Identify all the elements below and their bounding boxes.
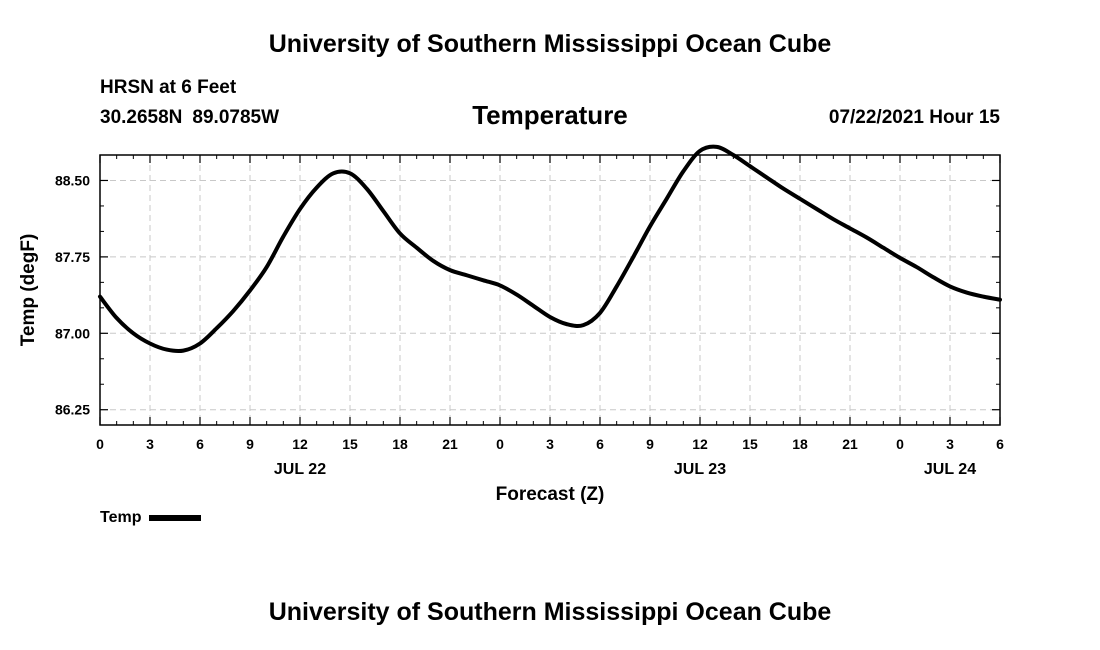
- x-tick-label: 0: [896, 436, 904, 452]
- x-tick-label: 12: [692, 436, 708, 452]
- station-coordinates: 30.2658N 89.0785W: [100, 107, 279, 129]
- x-tick-label: 18: [792, 436, 808, 452]
- x-tick-label: 6: [996, 436, 1004, 452]
- x-tick-label: 21: [442, 436, 458, 452]
- x-tick-label: 3: [946, 436, 954, 452]
- x-axis-label: Forecast (Z): [496, 484, 605, 505]
- x-tick-label: 3: [146, 436, 154, 452]
- y-tick-label: 88.50: [55, 172, 90, 188]
- chart-legend: Temp: [100, 509, 202, 527]
- date-label: JUL 22: [274, 461, 326, 478]
- date-label: JUL 24: [924, 461, 976, 478]
- x-tick-label: 21: [842, 436, 858, 452]
- x-tick-label: 0: [96, 436, 104, 452]
- variable-title: Temperature: [472, 100, 628, 130]
- legend-label: Temp: [100, 509, 142, 526]
- x-tick-label: 15: [742, 436, 758, 452]
- x-tick-label: 9: [246, 436, 254, 452]
- x-tick-label: 9: [646, 436, 654, 452]
- x-tick-label: 0: [496, 436, 504, 452]
- x-tick-label: 6: [596, 436, 604, 452]
- station-label: HRSN at 6 Feet: [100, 77, 237, 98]
- y-axis-label: Temp (degF): [18, 234, 39, 347]
- y-tick-label: 87.75: [55, 249, 90, 265]
- y-tick-label: 86.25: [55, 402, 90, 418]
- latitude-label: 30.2658N: [100, 107, 183, 128]
- x-tick-label: 3: [546, 436, 554, 452]
- chart-main-title: University of Southern Mississippi Ocean…: [268, 30, 832, 58]
- legend-line-swatch: [149, 515, 202, 521]
- longitude-label: 89.0785W: [192, 107, 280, 128]
- grid-layer: [100, 155, 1000, 425]
- x-tick-label: 15: [342, 436, 358, 452]
- series-layer: [98, 144, 1002, 354]
- y-tick-label: 87.00: [55, 325, 90, 341]
- x-tick-label: 12: [292, 436, 308, 452]
- labels-layer: 0 3 6 9 12 15 18 21 0 3 6 9 12 15 18 21 0 3 6 86.25 87.00 87.…: [55, 172, 1004, 478]
- temp-series-line: [98, 144, 1002, 354]
- x-tick-label: 18: [392, 436, 408, 452]
- plot-frame: [99, 154, 1001, 426]
- forecast-datetime: 07/22/2021 Hour 15: [828, 107, 1000, 128]
- date-label: JUL 23: [674, 461, 726, 478]
- chart-footer-title: University of Southern Mississippi Ocean…: [268, 598, 832, 626]
- x-tick-label: 6: [196, 436, 204, 452]
